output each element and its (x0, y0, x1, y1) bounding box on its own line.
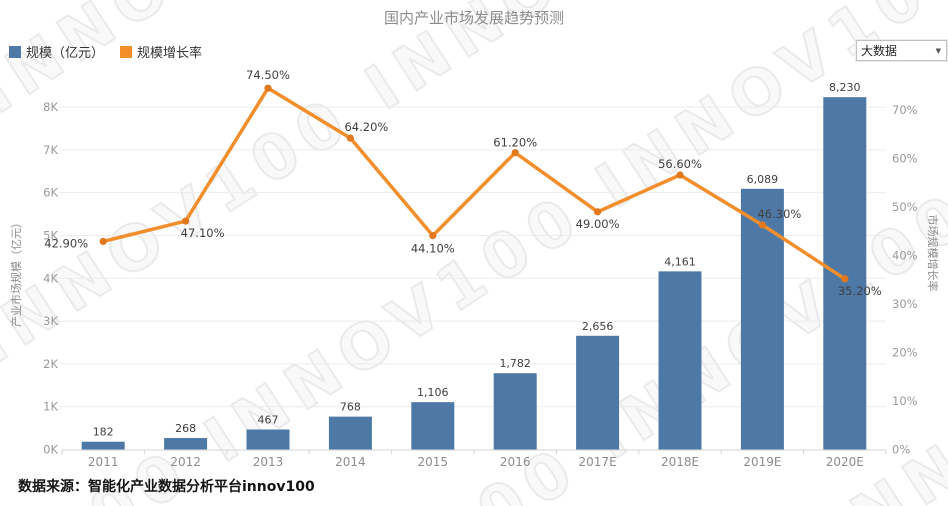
line-value-label: 74.50% (246, 68, 290, 82)
line-value-label: 61.20% (493, 136, 537, 150)
line-value-label: 44.10% (411, 242, 455, 256)
left-axis-tick-label: 6K (43, 186, 58, 200)
bar-value-label: 6,089 (747, 173, 779, 186)
chevron-down-icon: ▼ (935, 46, 941, 55)
line-point-2014[interactable] (346, 134, 354, 142)
bar-2013[interactable] (246, 429, 290, 450)
legend-item-growth[interactable]: 规模增长率 (120, 42, 202, 61)
bar-value-label: 4,161 (664, 255, 696, 268)
left-axis-tick-label: 1K (43, 400, 58, 414)
line-point-2012[interactable] (182, 217, 190, 225)
bar-value-label: 768 (340, 401, 361, 414)
bar-2017E[interactable] (576, 335, 620, 450)
line-value-label: 64.20% (344, 120, 388, 134)
bar-value-label: 182 (93, 426, 114, 439)
bar-value-label: 467 (258, 414, 279, 427)
left-axis-tick-label: 5K (43, 228, 58, 242)
bar-value-label: 1,782 (499, 357, 531, 370)
x-axis-label: 2015 (418, 455, 449, 469)
legend-item-scale[interactable]: 规模（亿元） (9, 42, 104, 61)
x-axis-label: 2014 (335, 455, 366, 469)
bar-value-label: 2,656 (582, 320, 614, 333)
right-axis-tick-label: 0% (892, 443, 910, 457)
bar-value-label: 268 (175, 422, 196, 435)
right-axis-tick-label: 40% (892, 249, 918, 263)
left-axis-tick-label: 2K (43, 357, 58, 371)
line-point-2011[interactable] (99, 237, 107, 246)
bar-2011[interactable] (81, 441, 125, 450)
legend-swatch-line (120, 45, 133, 58)
left-axis-tick-label: 3K (43, 314, 58, 328)
x-axis-label: 2012 (170, 455, 201, 469)
bar-2018E[interactable] (658, 271, 702, 450)
line-value-label: 49.00% (576, 217, 620, 231)
right-axis-tick-label: 50% (892, 200, 918, 214)
x-axis-label: 2011 (88, 455, 119, 469)
line-value-label: 56.60% (658, 157, 702, 171)
right-axis-title: 市场规模增长率 (926, 215, 940, 292)
bar-2012[interactable] (164, 438, 208, 450)
chart-title: 国内产业市场发展趋势预测 (383, 9, 564, 27)
bar-2015[interactable] (411, 402, 455, 450)
x-axis-label: 2013 (253, 455, 284, 469)
line-point-2018E[interactable] (676, 171, 684, 179)
x-axis-label: 2016 (500, 455, 531, 469)
legend-swatch-bar (9, 45, 21, 58)
right-axis-tick-label: 60% (892, 152, 918, 166)
line-point-2019E[interactable] (758, 221, 767, 229)
right-axis-tick-label: 70% (892, 103, 918, 117)
line-point-2015[interactable] (429, 232, 437, 240)
bar-value-label: 1,106 (417, 386, 449, 399)
x-axis-label: 2019E (743, 455, 781, 469)
x-axis-label: 2017E (579, 455, 617, 469)
line-point-2017E[interactable] (594, 208, 602, 216)
left-axis-tick-label: 8K (43, 100, 58, 114)
right-axis-tick-label: 20% (892, 346, 918, 360)
legend-label-bar: 规模（亿元） (26, 46, 105, 61)
right-axis-tick-label: 30% (892, 297, 918, 311)
category-dropdown[interactable]: 大数据 ▼ (856, 40, 947, 61)
line-point-2013[interactable] (264, 84, 272, 92)
legend-label-line: 规模增长率 (137, 46, 203, 61)
x-axis-label: 2020E (826, 455, 864, 469)
bar-2016[interactable] (493, 373, 537, 450)
line-point-2020E[interactable] (841, 275, 849, 283)
left-axis-title: 产业市场规模（亿元） (9, 217, 23, 327)
category-dropdown-value: 大数据 (861, 44, 898, 58)
growth-line (101, 86, 847, 281)
line-value-label: 46.30% (757, 207, 801, 221)
left-axis-tick-label: 0K (43, 443, 58, 457)
line-value-label: 47.10% (181, 226, 225, 240)
line-point-2016[interactable] (511, 149, 519, 157)
bar-2014[interactable] (328, 416, 372, 450)
bar-2020E[interactable] (823, 97, 867, 450)
source-note: 数据来源：智能化产业数据分析平台innov100 (18, 479, 315, 495)
line-value-label: 35.20% (838, 284, 882, 298)
right-axis-tick-label: 10% (892, 394, 918, 408)
left-axis-tick-label: 4K (43, 271, 58, 285)
line-value-label: 42.90% (44, 236, 88, 250)
x-axis-label: 2018E (661, 455, 699, 469)
bar-value-label: 8,230 (829, 81, 861, 94)
left-axis-tick-label: 7K (43, 143, 58, 157)
legend: 规模（亿元） 规模增长率 (9, 42, 218, 61)
